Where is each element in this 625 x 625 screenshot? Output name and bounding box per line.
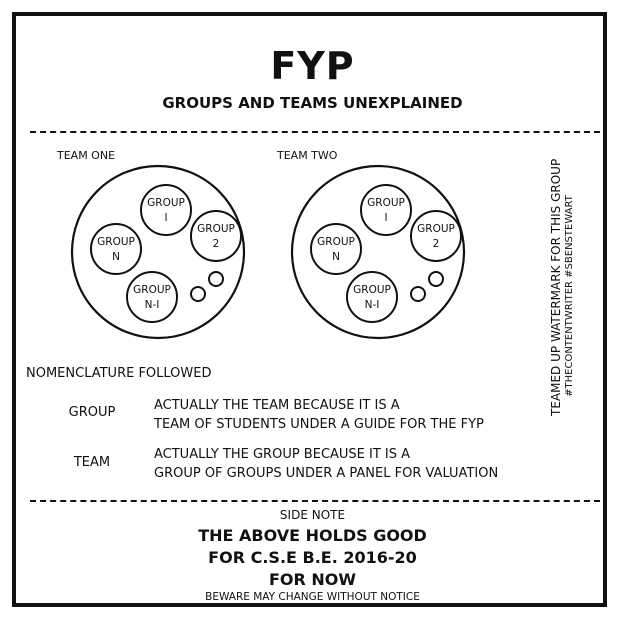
comic-frame xyxy=(12,12,607,607)
svg-text:GROUP: GROUP xyxy=(353,284,391,296)
side-note-heading: SIDE NOTE xyxy=(279,508,346,522)
term-team: TEAM xyxy=(73,455,111,470)
svg-text:N: N xyxy=(112,251,120,263)
watermark-line1: TEAMED UP WATERMARK FOR THIS GROUP xyxy=(549,158,563,416)
svg-text:GROUP: GROUP xyxy=(317,236,355,248)
team-one-label: TEAM ONE xyxy=(57,149,116,162)
team-one-group-2: GROUP 2 xyxy=(190,210,242,262)
page-title: FYP xyxy=(270,44,355,88)
svg-text:N-I: N-I xyxy=(145,299,160,311)
definition-team-line2: GROUP OF GROUPS UNDER A PANEL FOR VALUAT… xyxy=(154,466,499,481)
svg-text:2: 2 xyxy=(213,238,220,250)
team-one-group-n: GROUP N xyxy=(90,223,142,275)
definition-group: ACTUALLY THE TEAM BECAUSE IT IS A TEAM O… xyxy=(154,396,484,434)
team-two-group-n: GROUP N xyxy=(310,223,362,275)
team-one-circle: GROUP I GROUP 2 GROUP N GROUP N-I xyxy=(70,164,246,340)
term-group: GROUP xyxy=(68,405,116,420)
bottom-divider xyxy=(30,500,600,502)
team-two-circle: GROUP I GROUP 2 GROUP N GROUP N-I xyxy=(290,164,466,340)
svg-text:GROUP: GROUP xyxy=(367,197,405,209)
side-note-line3: FOR NOW xyxy=(268,570,357,589)
side-note-warning: BEWARE MAY CHANGE WITHOUT NOTICE xyxy=(205,591,420,603)
svg-text:N: N xyxy=(332,251,340,263)
watermark: TEAMED UP WATERMARK FOR THIS GROUP #THEC… xyxy=(549,158,577,416)
team-one-small-circle xyxy=(208,271,224,287)
svg-text:I: I xyxy=(384,212,387,224)
svg-text:2: 2 xyxy=(433,238,440,250)
svg-text:GROUP: GROUP xyxy=(133,284,171,296)
team-one-group-n-1: GROUP N-I xyxy=(126,271,178,323)
team-two-small-circle xyxy=(428,271,444,287)
definition-group-line2: TEAM OF STUDENTS UNDER A GUIDE FOR THE F… xyxy=(154,417,484,432)
watermark-line2: #THECONTENTWRITER #SBENSTEWART xyxy=(564,195,575,397)
side-note-line2: FOR C.S.E B.E. 2016-20 xyxy=(208,548,417,567)
page-subtitle: GROUPS AND TEAMS UNEXPLAINED xyxy=(162,94,463,112)
top-divider xyxy=(30,131,600,133)
definition-group-line1: ACTUALLY THE TEAM BECAUSE IT IS A xyxy=(154,398,400,413)
team-two-group-n-1: GROUP N-I xyxy=(346,271,398,323)
svg-text:GROUP: GROUP xyxy=(97,236,135,248)
side-note-line1: THE ABOVE HOLDS GOOD xyxy=(198,526,427,545)
svg-text:N-I: N-I xyxy=(365,299,380,311)
svg-text:GROUP: GROUP xyxy=(417,223,455,235)
nomenclature-heading: NOMENCLATURE FOLLOWED xyxy=(26,366,212,381)
team-one-group-1: GROUP I xyxy=(140,184,192,236)
team-one-small-circle xyxy=(190,286,206,302)
svg-text:GROUP: GROUP xyxy=(147,197,185,209)
team-two-group-1: GROUP I xyxy=(360,184,412,236)
team-two-label: TEAM TWO xyxy=(277,149,338,162)
team-two-small-circle xyxy=(410,286,426,302)
definition-team: ACTUALLY THE GROUP BECAUSE IT IS A GROUP… xyxy=(154,445,498,483)
definition-team-line1: ACTUALLY THE GROUP BECAUSE IT IS A xyxy=(154,447,411,462)
team-two-group-2: GROUP 2 xyxy=(410,210,462,262)
svg-text:GROUP: GROUP xyxy=(197,223,235,235)
svg-text:I: I xyxy=(164,212,167,224)
